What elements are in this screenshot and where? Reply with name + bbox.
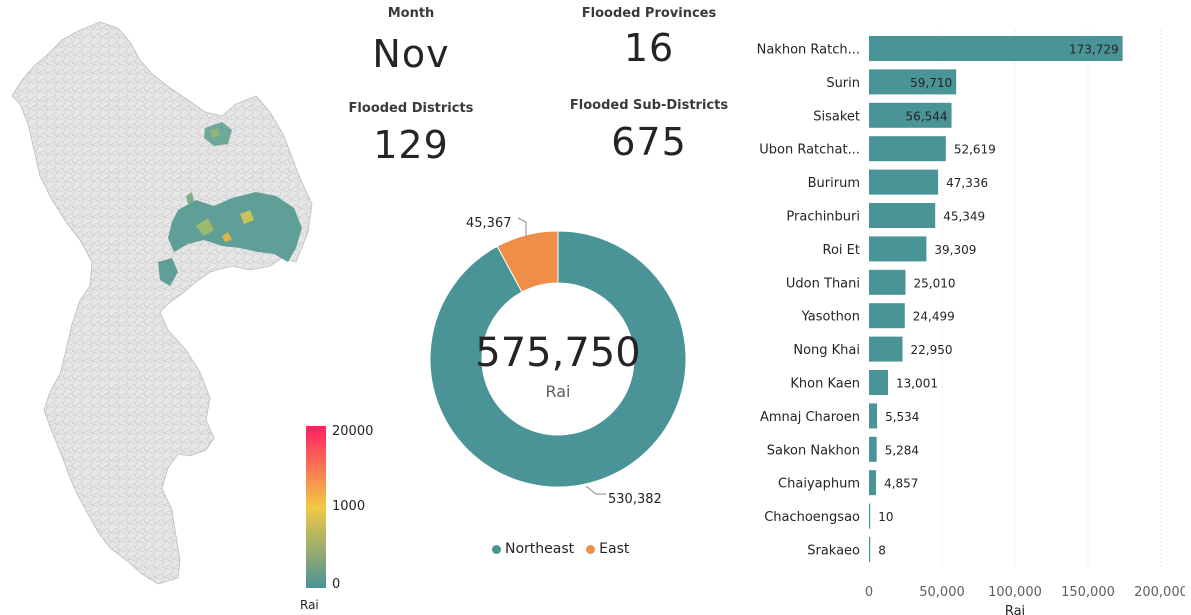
- x-tick-label: 0: [865, 585, 873, 600]
- category-label: Burirum: [808, 176, 860, 191]
- kpi-districts-label: Flooded Districts: [348, 101, 474, 116]
- x-tick-label: 150,000: [1061, 585, 1115, 600]
- bar[interactable]: [869, 69, 957, 95]
- donut-legend: Northeast East: [492, 541, 629, 557]
- bar-value-label: 47,336: [946, 176, 988, 190]
- bar-value-label: 5,534: [885, 410, 919, 424]
- category-label: Yasothon: [801, 310, 860, 325]
- category-label: Chaiyaphum: [778, 477, 860, 492]
- legend-label-northeast: Northeast: [505, 541, 575, 557]
- donut-label-east: 45,367: [466, 216, 512, 231]
- map-canvas[interactable]: [0, 0, 340, 615]
- category-label: Sakon Nakhon: [767, 443, 860, 458]
- bar[interactable]: [869, 336, 903, 362]
- bar-value-label: 24,499: [913, 310, 955, 324]
- kpi-provinces-label: Flooded Provinces: [581, 6, 717, 21]
- bar-value-label: 10: [878, 510, 893, 524]
- x-tick-label: 50,000: [919, 585, 965, 600]
- bar[interactable]: [869, 203, 936, 228]
- bar[interactable]: [869, 470, 877, 496]
- category-label: Udon Thani: [786, 276, 860, 291]
- bar[interactable]: [869, 503, 871, 529]
- category-label: Roi Et: [823, 243, 860, 258]
- bar[interactable]: [869, 236, 927, 262]
- category-label: Prachinburi: [786, 210, 860, 225]
- legend-label-east: East: [599, 541, 630, 557]
- donut-label-northeast: 530,382: [608, 492, 662, 507]
- x-tick-label: 200,000: [1134, 585, 1185, 600]
- x-tick-label: 100,000: [988, 585, 1042, 600]
- category-label: Khon Kaen: [790, 377, 860, 392]
- kpi-month-label: Month: [387, 6, 435, 21]
- bar-value-label: 8: [878, 544, 886, 558]
- bar[interactable]: [869, 537, 871, 562]
- flooded-areas: [158, 122, 302, 286]
- x-axis-label: Rai: [1005, 604, 1025, 615]
- bar-value-label: 13,001: [896, 377, 938, 391]
- province-bar-chart[interactable]: 0 50,000 100,000 150,000 200,000 Rai Nakhon Ra…: [740, 30, 1185, 615]
- legend-dot-northeast: [492, 544, 501, 554]
- donut-chart[interactable]: [400, 200, 720, 530]
- bar[interactable]: [869, 169, 939, 195]
- kpi-districts-value: 129: [373, 123, 449, 167]
- legend-dot-east: [586, 544, 596, 554]
- category-label: Ubon Ratchat...: [759, 143, 860, 158]
- bar-value-label: 45,349: [943, 210, 985, 224]
- category-label: Nong Khai: [793, 343, 860, 358]
- legend-tick-mid: 1000: [332, 499, 366, 514]
- legend-item-northeast[interactable]: Northeast: [492, 541, 574, 557]
- donut-total-unit: Rai: [545, 382, 571, 401]
- bar[interactable]: [869, 102, 952, 128]
- category-label: Chachoengsao: [764, 510, 860, 525]
- bar-value-label: 173,729: [1069, 43, 1119, 57]
- legend-unit-label: Rai: [300, 598, 319, 612]
- bar-value-label: 22,950: [911, 343, 953, 357]
- bar[interactable]: [869, 36, 1123, 61]
- bar-value-label: 5,284: [885, 443, 919, 457]
- kpi-subdistricts-value: 675: [611, 120, 687, 164]
- bar[interactable]: [869, 269, 906, 295]
- thailand-shape: [11, 21, 313, 585]
- bar[interactable]: [869, 403, 878, 429]
- leader-line-east: [517, 217, 527, 236]
- donut-slice-northeast[interactable]: [429, 230, 687, 488]
- category-label: Nakhon Ratch...: [757, 43, 860, 58]
- category-label: Sisaket: [813, 109, 860, 124]
- bar[interactable]: [869, 303, 905, 329]
- bar-value-label: 25,010: [914, 276, 956, 290]
- kpi-provinces-value: 16: [623, 26, 675, 70]
- bar[interactable]: [869, 370, 888, 395]
- legend-tick-max: 20000: [332, 424, 374, 439]
- bar[interactable]: [869, 136, 946, 162]
- donut-total-value: 575,750: [475, 330, 641, 376]
- bar-value-label: 4,857: [884, 477, 918, 491]
- bar-value-label: 39,309: [934, 243, 976, 257]
- thailand-flood-map[interactable]: 20000 1000 0 Rai: [0, 0, 373, 615]
- kpi-month-value: Nov: [372, 32, 450, 76]
- bar-value-label: 59,710: [910, 76, 952, 90]
- category-label: Srakaeo: [807, 544, 860, 559]
- legend-color-scale: [306, 426, 326, 588]
- legend-item-east[interactable]: East: [586, 541, 629, 557]
- bar-value-label: 56,544: [906, 109, 948, 123]
- leader-line-northeast: [585, 485, 606, 495]
- kpi-subdistricts-label: Flooded Sub-Districts: [569, 98, 729, 113]
- category-label: Amnaj Charoen: [760, 410, 860, 425]
- bar-value-label: 52,619: [954, 143, 996, 157]
- category-label: Surin: [826, 76, 860, 91]
- bar[interactable]: [869, 436, 877, 462]
- legend-tick-min: 0: [332, 577, 341, 592]
